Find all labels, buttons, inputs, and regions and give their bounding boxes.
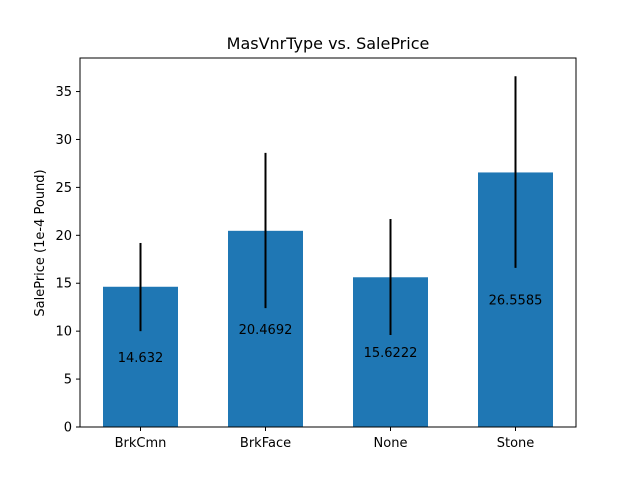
y-tick-label-10: 10 [55,325,72,340]
y-tick-label-30: 30 [55,133,72,148]
x-tick-label-brkface: BrkFace [240,436,291,451]
plot-frame [79,57,577,428]
x-tick-label-brkcmn: BrkCmn [115,436,167,451]
y-tick-label-20: 20 [55,229,72,244]
x-axis: BrkCmn BrkFace None Stone [115,427,535,451]
y-tick-label-25: 25 [55,181,72,196]
y-tick-label-35: 35 [55,85,72,100]
y-tick-label-5: 5 [64,373,72,388]
x-tick-label-stone: Stone [497,436,535,451]
data-label-none: 15.6222 [364,346,418,361]
data-label-stone: 26.5585 [489,294,543,309]
error-bars-group [139,76,517,335]
bars-group [103,172,553,427]
x-tick-label-none: None [374,436,408,451]
y-tick-label-15: 15 [55,277,72,292]
data-label-brkcmn: 14.632 [118,351,164,366]
y-axis-label: SalePrice (1e-4 Pound) [33,169,48,316]
data-labels-group: 14.632 20.4692 15.6222 26.5585 [118,294,543,366]
chart-title: MasVnrType vs. SalePrice [227,34,430,53]
y-axis: 0 5 10 15 20 25 30 35 [55,85,80,436]
data-label-brkface: 20.4692 [239,323,293,338]
y-tick-label-0: 0 [64,421,72,436]
